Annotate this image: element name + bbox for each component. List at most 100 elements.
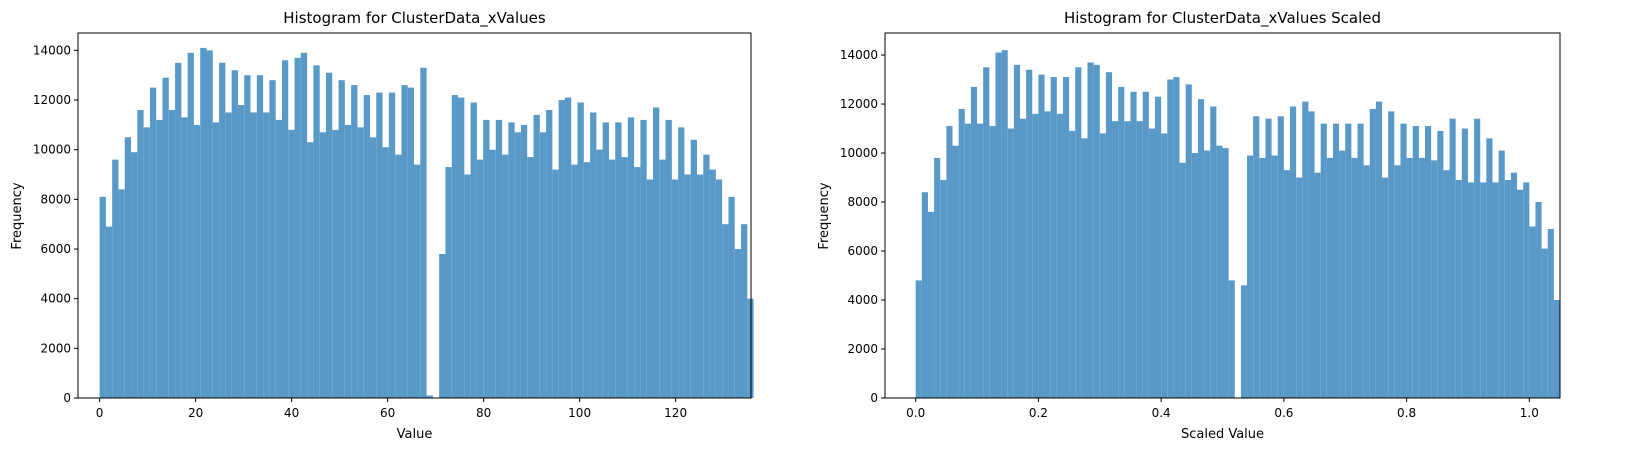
histogram-bar [1240,285,1248,398]
histogram-bar [464,174,471,398]
histogram-bar [1155,96,1162,398]
histogram-bar [458,97,465,398]
histogram-bar [1007,128,1014,398]
histogram-bar [1118,86,1125,399]
histogram-bar [577,102,584,399]
histogram-bar [1247,155,1254,398]
histogram-bar [703,154,710,398]
histogram-bar [168,109,176,399]
histogram-bar [1492,182,1499,398]
histogram-bar [1185,84,1192,398]
x-axis-label: Value [397,427,433,442]
histogram-bar [420,67,427,398]
bar-series [915,50,1560,399]
histogram-bar [1308,111,1315,399]
histogram-bar [527,157,534,398]
histogram-bar [1388,111,1395,399]
histogram-bar [952,145,959,398]
histogram-bar [1320,123,1327,399]
histogram-bar [1056,113,1063,398]
histogram-bar [1069,130,1076,398]
histogram-bar [1474,118,1481,399]
histogram-bar [1418,157,1425,398]
histogram-bar [734,249,742,398]
y-axis-label: Frequency [10,182,25,249]
histogram-bar [1062,77,1070,398]
histogram-bar [1112,121,1119,398]
histogram-bar [621,157,628,398]
histogram-bar [1517,189,1524,398]
histogram-bar [564,97,572,398]
histogram-bar [508,122,515,398]
histogram-bar [596,149,603,398]
histogram-bar [1412,126,1419,398]
y-tick-label: 4000 [847,293,878,307]
histogram-bar [1345,123,1352,399]
x-tick-label: 100 [568,406,591,420]
x-tick-label: 0.0 [906,406,925,420]
histogram-bar [1050,77,1057,398]
histogram-bar [1431,160,1438,398]
histogram-bar [1253,116,1260,399]
histogram-bar [1351,157,1358,398]
histogram-bar [552,169,559,398]
histogram-bar [1087,62,1094,399]
histogram-bar [451,95,459,398]
histogram-bar [1210,106,1217,398]
histogram-bar [200,47,207,399]
histogram-bar [1081,138,1088,398]
histogram-bar [294,57,301,399]
histogram-bar [1541,248,1548,398]
x-tick-label: 40 [284,406,299,420]
histogram-bar [1443,170,1450,398]
histogram-bar [99,196,106,398]
histogram-bar [181,117,188,399]
histogram-bar [275,119,282,399]
histogram-bar [921,192,928,398]
histogram-bar [1406,157,1413,398]
histogram-bar [728,196,735,398]
histogram-bar [1510,172,1518,398]
histogram-bar [281,60,289,398]
histogram-bar [476,159,484,398]
histogram-bar [1259,157,1266,398]
histogram-bar [652,107,660,398]
histogram-bar [143,127,150,398]
histogram-bar [187,52,194,398]
histogram-bar [1290,106,1297,398]
histogram-bar [206,50,213,398]
histogram-bar [1480,182,1487,398]
histogram-bar [313,65,320,399]
histogram-bar [1105,72,1113,398]
histogram-bar [665,119,672,399]
bar-series [99,47,754,399]
histogram-bar [1529,226,1536,398]
histogram-bar [376,92,383,399]
histogram-bar [414,164,421,398]
histogram-bar [193,124,201,398]
histogram-bar [1357,123,1364,399]
histogram-bar [690,139,697,398]
histogram-bar [105,226,113,398]
histogram-bar [250,112,257,398]
histogram-bar [709,169,716,398]
histogram-bar [401,85,408,399]
histogram-bar [1013,64,1020,398]
histogram-bar [212,122,220,398]
histogram-bar [332,129,339,398]
y-tick-label: 8000 [847,195,878,209]
y-axis-label: Frequency [817,182,832,249]
histogram-bar [964,123,971,399]
histogram-bar [1547,228,1554,398]
histogram-bar [1228,280,1235,398]
histogram-bar [659,159,666,398]
histogram-bar [118,189,125,398]
histogram-bar [137,109,144,399]
histogram-bar [696,174,704,398]
histogram-bar [1375,101,1383,398]
histogram-bar [1449,118,1456,399]
histogram-bar [351,85,358,399]
histogram-bar [970,86,978,399]
y-tick-label: 0 [63,391,71,405]
histogram-bar [407,87,415,398]
